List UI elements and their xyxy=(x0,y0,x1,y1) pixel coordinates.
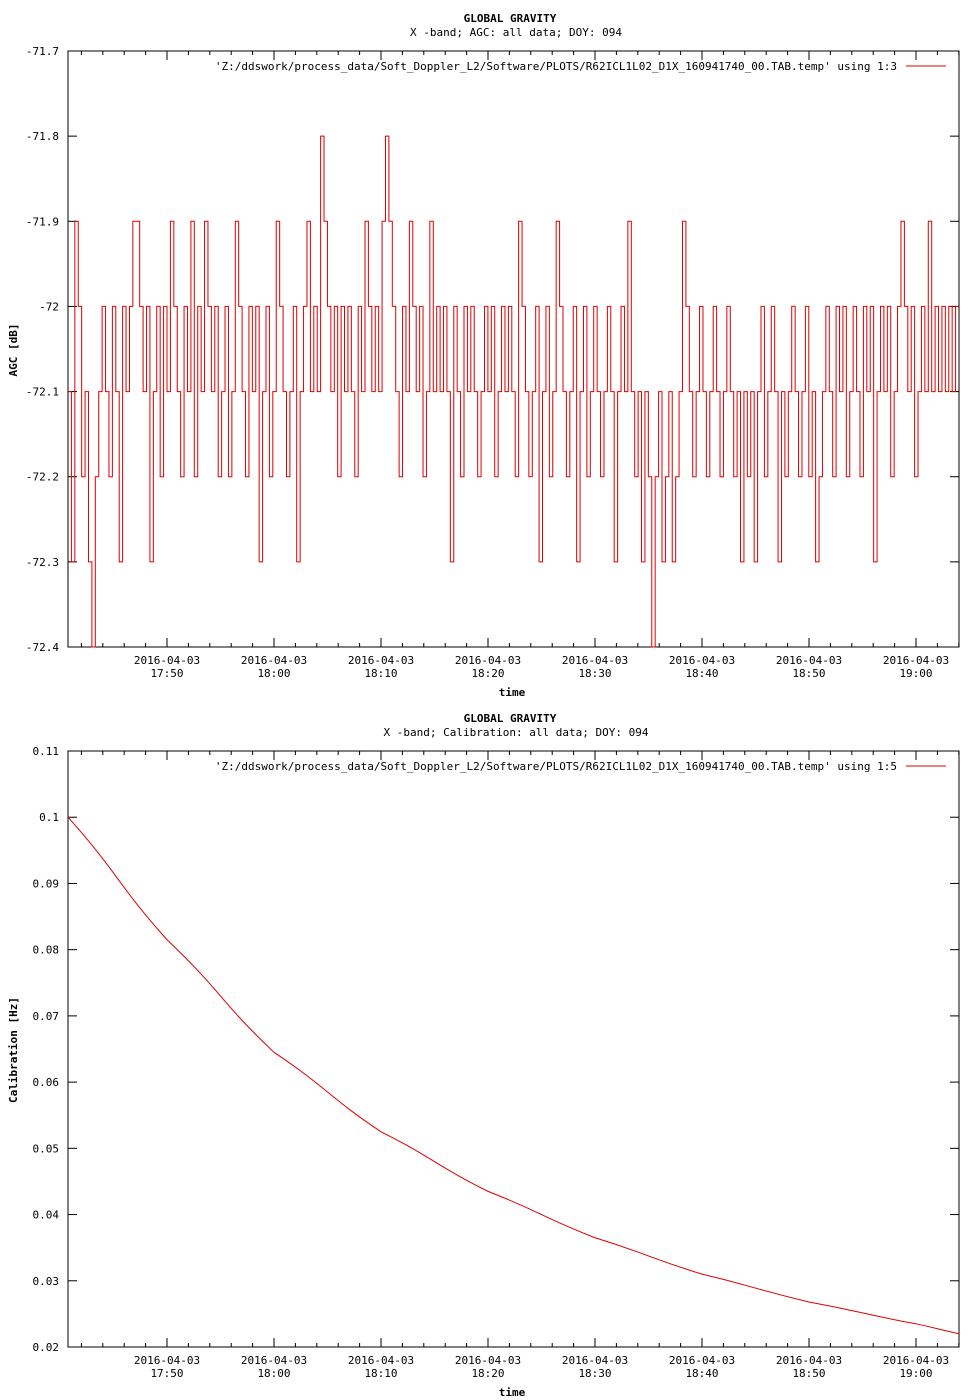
agc-chart-title: GLOBAL GRAVITY xyxy=(464,12,557,25)
calibration-series-line xyxy=(67,816,960,1335)
calibration-plot-frame xyxy=(67,750,960,1348)
agc-chart-subtitle: X -band; AGC: all data; DOY: 094 xyxy=(410,26,622,39)
x-tick-time-label: 18:40 xyxy=(685,1367,718,1380)
agc-x-axis-label: time xyxy=(499,686,526,699)
agc-y-ticks: -71.7 -71.8 -71.9 -72 -72.1 -72.2 -72.3 -72.4 xyxy=(26,45,959,654)
y-tick-label: 0.07 xyxy=(33,1010,60,1023)
y-tick-label: -72.4 xyxy=(26,641,59,654)
calibration-legend-label: 'Z:/ddswork/process_data/Soft_Doppler_L2… xyxy=(215,760,897,773)
x-tick-time-label: 17:50 xyxy=(150,1367,183,1380)
y-tick-label: 0.05 xyxy=(33,1142,60,1155)
x-tick-date-label: 2016-04-03 xyxy=(883,1354,949,1367)
x-tick-time-label: 18:40 xyxy=(685,667,718,680)
y-tick-label: -72.1 xyxy=(26,386,59,399)
agc-legend: 'Z:/ddswork/process_data/Soft_Doppler_L2… xyxy=(215,60,946,73)
x-tick-time-label: 18:30 xyxy=(578,1367,611,1380)
x-tick-time-label: 18:50 xyxy=(792,1367,825,1380)
x-tick-date-label: 2016-04-03 xyxy=(883,654,949,667)
x-tick-date-label: 2016-04-03 xyxy=(134,1354,200,1367)
x-tick-date-label: 2016-04-03 xyxy=(562,654,628,667)
agc-legend-label: 'Z:/ddswork/process_data/Soft_Doppler_L2… xyxy=(215,60,897,73)
calibration-x-axis-label: time xyxy=(499,1386,526,1399)
calibration-y-axis-label: Calibration [Hz] xyxy=(7,997,20,1103)
x-tick-date-label: 2016-04-03 xyxy=(562,1354,628,1367)
x-tick-date-label: 2016-04-03 xyxy=(776,654,842,667)
x-tick-time-label: 18:50 xyxy=(792,667,825,680)
x-tick-time-label: 18:10 xyxy=(364,1367,397,1380)
y-tick-label: -71.8 xyxy=(26,130,59,143)
x-tick-time-label: 18:00 xyxy=(257,1367,290,1380)
x-tick-time-label: 18:30 xyxy=(578,667,611,680)
y-tick-label: -72 xyxy=(39,300,59,313)
y-tick-label: 0.11 xyxy=(33,745,60,758)
calibration-chart-title: GLOBAL GRAVITY xyxy=(464,712,557,725)
y-tick-label: 0.1 xyxy=(39,811,59,824)
x-tick-date-label: 2016-04-03 xyxy=(455,654,521,667)
y-tick-label: 0.06 xyxy=(33,1076,60,1089)
x-tick-date-label: 2016-04-03 xyxy=(669,654,735,667)
agc-y-axis-label: AGC [dB] xyxy=(7,324,20,377)
x-tick-time-label: 18:10 xyxy=(364,667,397,680)
agc-plot-frame xyxy=(67,50,960,648)
calibration-chart-subtitle: X -band; Calibration: all data; DOY: 094 xyxy=(384,726,649,739)
calibration-legend: 'Z:/ddswork/process_data/Soft_Doppler_L2… xyxy=(215,760,946,773)
x-tick-date-label: 2016-04-03 xyxy=(455,1354,521,1367)
x-tick-date-label: 2016-04-03 xyxy=(241,1354,307,1367)
y-tick-label: 0.08 xyxy=(33,944,60,957)
agc-series-line xyxy=(68,135,959,648)
x-tick-date-label: 2016-04-03 xyxy=(776,1354,842,1367)
x-tick-date-label: 2016-04-03 xyxy=(241,654,307,667)
agc-x-ticks: 2016-04-0317:502016-04-0318:002016-04-03… xyxy=(80,51,960,680)
x-tick-date-label: 2016-04-03 xyxy=(348,1354,414,1367)
y-tick-label: 0.02 xyxy=(33,1341,60,1354)
x-tick-date-label: 2016-04-03 xyxy=(348,654,414,667)
y-tick-label: -72.2 xyxy=(26,471,59,484)
y-tick-label: 0.03 xyxy=(33,1275,60,1288)
agc-chart: GLOBAL GRAVITY X -band; AGC: all data; D… xyxy=(7,12,960,699)
x-tick-time-label: 18:00 xyxy=(257,667,290,680)
x-tick-time-label: 17:50 xyxy=(150,667,183,680)
x-tick-time-label: 18:20 xyxy=(471,667,504,680)
x-tick-time-label: 19:00 xyxy=(899,667,932,680)
y-tick-label: 0.04 xyxy=(33,1209,60,1222)
calibration-chart: GLOBAL GRAVITY X -band; Calibration: all… xyxy=(7,712,960,1399)
x-tick-time-label: 18:20 xyxy=(471,1367,504,1380)
x-tick-date-label: 2016-04-03 xyxy=(669,1354,735,1367)
calibration-x-ticks: 2016-04-0317:502016-04-0318:002016-04-03… xyxy=(80,751,960,1380)
y-tick-label: -72.3 xyxy=(26,556,59,569)
y-tick-label: 0.09 xyxy=(33,877,60,890)
y-tick-label: -71.9 xyxy=(26,215,59,228)
calibration-y-ticks: 0.11 0.1 0.09 0.08 0.07 0.06 0.05 0.04 0.03 0.02 xyxy=(33,745,959,1354)
x-tick-time-label: 19:00 xyxy=(899,1367,932,1380)
y-tick-label: -71.7 xyxy=(26,45,59,58)
x-tick-date-label: 2016-04-03 xyxy=(134,654,200,667)
